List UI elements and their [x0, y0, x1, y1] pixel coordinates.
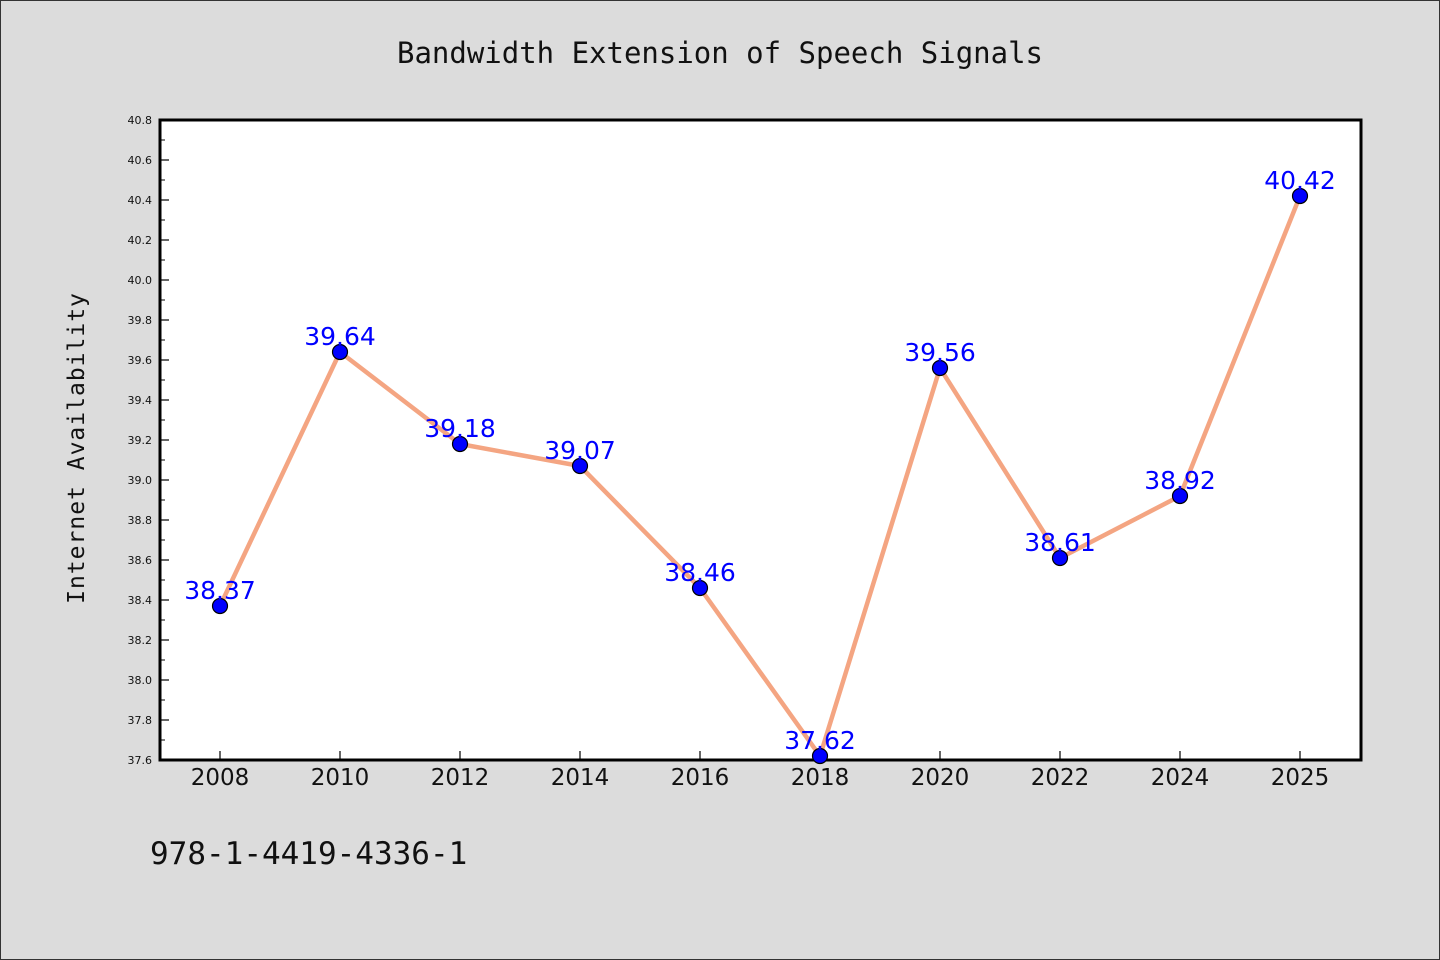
y-tick-label: 38.0 [128, 674, 153, 687]
data-label: 39.56 [904, 338, 976, 367]
y-tick-label: 39.2 [128, 434, 153, 447]
x-tick-label: 2012 [431, 765, 490, 791]
y-tick-label: 38.4 [128, 594, 153, 607]
data-label: 39.07 [544, 436, 616, 465]
footnote-isbn: 978-1-4419-4336-1 [150, 836, 467, 872]
data-point [811, 747, 829, 765]
data-label: 39.18 [424, 414, 496, 443]
data-label: 38.46 [664, 558, 736, 587]
data-point [331, 343, 349, 361]
data-point [571, 457, 589, 475]
x-tick-label: 2014 [551, 765, 610, 791]
data-point [211, 597, 229, 615]
chart-title: Bandwidth Extension of Speech Signals [397, 36, 1043, 70]
y-tick-label: 40.0 [128, 274, 153, 287]
x-tick-label: 2010 [311, 765, 370, 791]
y-tick-label: 39.8 [128, 314, 153, 327]
x-axis-ticks: 2008 2010 2012 2014 2016 2018 2020 2022 2024 2025 [191, 751, 1330, 791]
x-tick-label: 2024 [1151, 765, 1210, 791]
plot-area [158, 118, 1363, 762]
data-label: 38.37 [184, 576, 256, 605]
y-tick-label: 39.0 [128, 474, 153, 487]
data-label: 39.64 [304, 322, 376, 351]
x-tick-label: 2020 [911, 765, 970, 791]
y-tick-label: 40.2 [128, 234, 153, 247]
data-point [1291, 187, 1309, 205]
y-tick-label: 40.6 [128, 154, 153, 167]
data-labels: 38.37 39.64 39.18 39.07 38.46 37.62 39.56 38.61… [184, 166, 1336, 755]
y-tick-label: 40.8 [128, 114, 153, 127]
data-point [1171, 487, 1189, 505]
data-point [691, 579, 709, 597]
y-axis-ticks: 37.6 37.8 38.0 38.2 38.4 38.6 38.8 39.0 39.2 39.4… [128, 114, 169, 767]
y-axis-label: Internet Availability [64, 292, 90, 604]
data-point [1051, 549, 1069, 567]
data-label: 37.62 [784, 726, 856, 755]
x-tick-label: 2022 [1031, 765, 1090, 791]
data-label: 38.92 [1144, 466, 1216, 495]
y-tick-label: 39.6 [128, 354, 153, 367]
x-tick-label: 2018 [791, 765, 850, 791]
x-tick-label: 2025 [1271, 765, 1330, 791]
series-line-group [217, 193, 1303, 759]
data-points [211, 187, 1309, 765]
data-point [451, 435, 469, 453]
x-tick-label: 2008 [191, 765, 250, 791]
x-tick-label: 2016 [671, 765, 730, 791]
y-tick-label: 38.8 [128, 514, 153, 527]
series-line [217, 193, 1303, 759]
y-tick-label: 38.2 [128, 634, 153, 647]
data-label: 40.42 [1264, 166, 1336, 195]
y-tick-label: 40.4 [128, 194, 153, 207]
data-label: 38.61 [1024, 528, 1096, 557]
y-tick-label: 39.4 [128, 394, 153, 407]
y-tick-label: 37.6 [128, 754, 153, 767]
data-point [931, 359, 949, 377]
y-tick-label: 38.6 [128, 554, 153, 567]
y-tick-label: 37.8 [128, 714, 153, 727]
